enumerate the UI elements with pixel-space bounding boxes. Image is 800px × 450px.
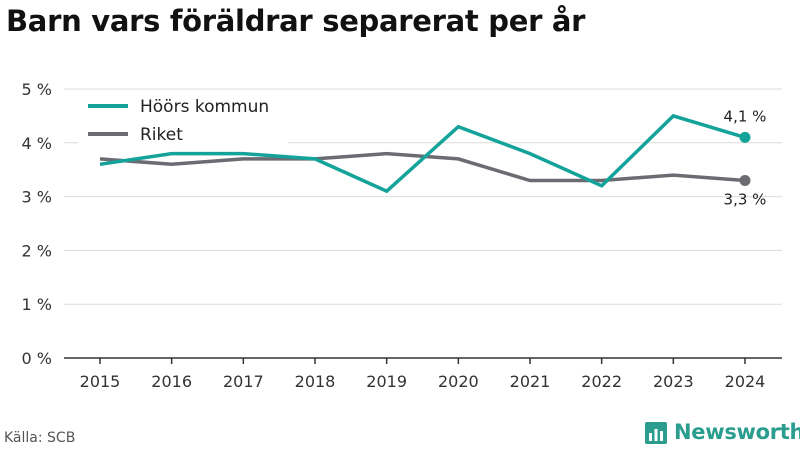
series-line xyxy=(99,113,746,194)
legend-label: Riket xyxy=(140,125,183,145)
y-tick-label: 2 % xyxy=(22,241,52,260)
legend-label: Höörs kommun xyxy=(140,97,269,117)
x-tick-label: 2015 xyxy=(80,372,121,391)
x-tick-label: 2021 xyxy=(510,372,551,391)
y-tick-label: 4 % xyxy=(22,134,52,153)
source-note: Källa: SCB xyxy=(4,430,76,446)
series-end-point xyxy=(739,174,751,186)
legend-background xyxy=(78,92,288,146)
y-tick-label: 0 % xyxy=(22,349,52,368)
brand-logo: Newsworthy xyxy=(644,420,800,444)
x-tick-label: 2016 xyxy=(151,372,192,391)
newsworthy-logo-icon xyxy=(645,422,667,444)
series-line xyxy=(99,151,746,183)
data-label: 3,3 % xyxy=(724,190,767,208)
x-tick-label: 2023 xyxy=(653,372,694,391)
x-tick-label: 2024 xyxy=(725,372,766,391)
brand-name: Newsworthy xyxy=(674,420,800,444)
x-tick-label: 2017 xyxy=(223,372,264,391)
x-tick-label: 2019 xyxy=(366,372,407,391)
chart-title: Barn vars föräldrar separerat per år xyxy=(6,4,586,38)
x-tick-label: 2018 xyxy=(295,372,336,391)
x-tick-label: 2020 xyxy=(438,372,479,391)
x-tick-label: 2022 xyxy=(581,372,622,391)
y-tick-label: 5 % xyxy=(22,80,52,99)
y-tick-label: 3 % xyxy=(22,188,52,207)
series-end-point xyxy=(739,131,751,143)
y-tick-label: 1 % xyxy=(22,295,52,314)
data-label: 4,1 % xyxy=(724,107,767,125)
